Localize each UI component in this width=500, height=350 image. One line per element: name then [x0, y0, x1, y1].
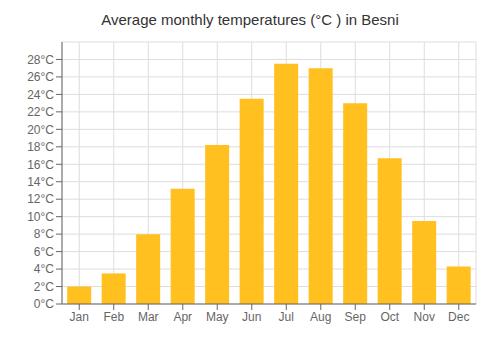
- svg-text:Feb: Feb: [103, 310, 124, 324]
- svg-text:2°C: 2°C: [34, 280, 54, 294]
- svg-text:Jul: Jul: [279, 310, 294, 324]
- svg-text:14°C: 14°C: [27, 175, 54, 189]
- svg-text:20°C: 20°C: [27, 123, 54, 137]
- svg-text:Apr: Apr: [173, 310, 192, 324]
- svg-text:22°C: 22°C: [27, 105, 54, 119]
- svg-text:28°C: 28°C: [27, 53, 54, 67]
- svg-text:Jun: Jun: [242, 310, 261, 324]
- svg-text:10°C: 10°C: [27, 210, 54, 224]
- svg-text:6°C: 6°C: [34, 245, 54, 259]
- svg-text:18°C: 18°C: [27, 140, 54, 154]
- svg-text:16°C: 16°C: [27, 158, 54, 172]
- svg-text:24°C: 24°C: [27, 88, 54, 102]
- svg-text:Nov: Nov: [414, 310, 435, 324]
- svg-text:Dec: Dec: [448, 310, 469, 324]
- svg-text:8°C: 8°C: [34, 227, 54, 241]
- svg-text:Mar: Mar: [138, 310, 159, 324]
- svg-text:May: May: [206, 310, 229, 324]
- svg-text:Aug: Aug: [310, 310, 331, 324]
- html-text:Average monthly temperatures (: Average monthly temperatures (°C ) in Be…: [101, 11, 399, 28]
- svg-text:0°C: 0°C: [34, 297, 54, 311]
- svg-text:Jan: Jan: [70, 310, 89, 324]
- svg-text:Sep: Sep: [345, 310, 367, 324]
- svg-text:26°C: 26°C: [27, 70, 54, 84]
- svg-text:4°C: 4°C: [34, 262, 54, 276]
- svg-text:12°C: 12°C: [27, 192, 54, 206]
- svg-text:Oct: Oct: [380, 310, 399, 324]
